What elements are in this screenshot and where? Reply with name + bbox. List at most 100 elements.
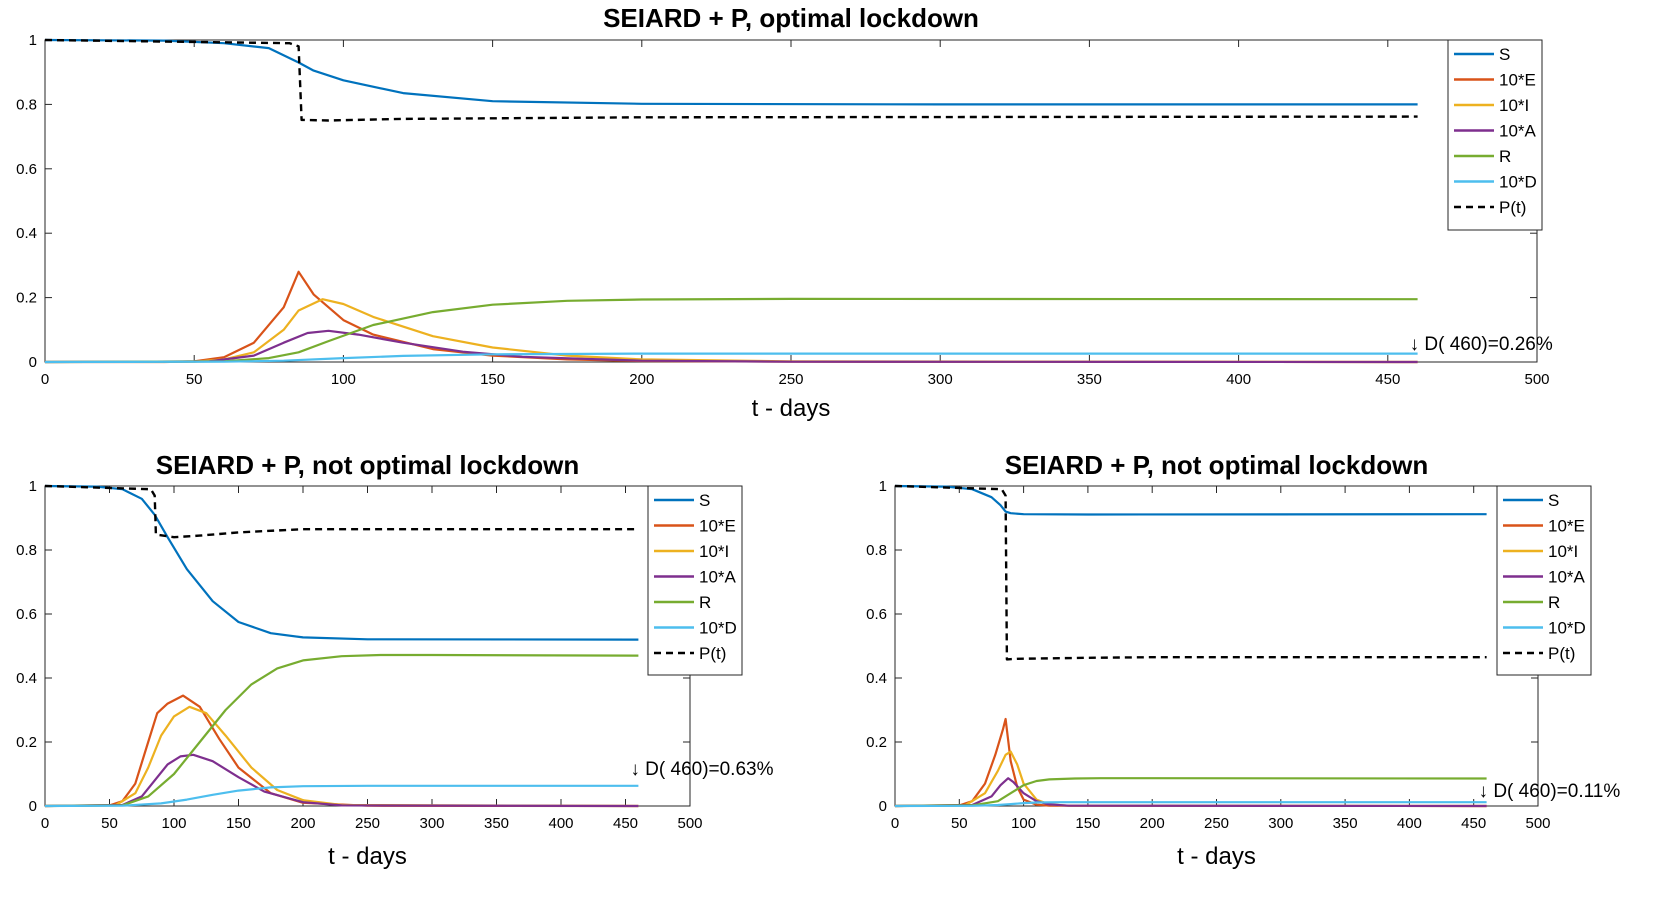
death-annotation: ↓ D( 460)=0.11% <box>1479 781 1621 802</box>
series-line-r <box>44 653 639 808</box>
x-tick-label: 200 <box>1140 815 1165 832</box>
y-tick-label: 0.2 <box>16 290 37 307</box>
x-tick-label: 400 <box>548 815 573 832</box>
y-tick-label: 0.4 <box>866 670 887 687</box>
series-line-r <box>894 777 1487 808</box>
legend-label: 10*D <box>1548 619 1586 638</box>
x-tick-label: 150 <box>480 371 505 388</box>
legend-label: 10*E <box>699 517 736 536</box>
y-tick-label: 0.8 <box>866 542 887 559</box>
x-tick-label: 450 <box>613 815 638 832</box>
series-line-pt <box>44 38 1418 122</box>
series-line-10a <box>44 329 1418 364</box>
x-tick-label: 350 <box>1333 815 1358 832</box>
series-line-10a <box>44 753 639 808</box>
x-tick-label: 450 <box>1461 815 1486 832</box>
legend-label: R <box>699 593 711 612</box>
series-line-10d <box>894 801 1487 808</box>
y-tick-label: 0.4 <box>16 225 37 242</box>
y-tick-label: 0.2 <box>866 734 887 751</box>
x-tick-label: 50 <box>186 371 203 388</box>
y-tick-label: 0 <box>29 798 37 815</box>
y-tick-label: 1 <box>879 478 887 495</box>
legend-label: S <box>1548 491 1559 510</box>
y-tick-label: 1 <box>29 478 37 495</box>
legend-label: 10*A <box>1499 122 1537 141</box>
x-tick-label: 450 <box>1375 371 1400 388</box>
x-tick-label: 500 <box>1525 815 1550 832</box>
legend-label: P(t) <box>1499 198 1526 217</box>
x-tick-label: 100 <box>331 371 356 388</box>
legend-label: R <box>1548 593 1560 612</box>
x-tick-label: 200 <box>290 815 315 832</box>
series-line-10i <box>44 705 639 808</box>
chart-1: 0 50 100 150 200 250 300 350 400 450 500 0 0.2 0.4 0.6… <box>16 3 1553 422</box>
y-tick-label: 0.8 <box>16 96 37 113</box>
x-tick-label: 150 <box>1075 815 1100 832</box>
plot-area <box>44 39 1538 363</box>
legend-label: 10*I <box>699 542 729 561</box>
legend-label: S <box>699 491 710 510</box>
death-annotation: ↓ D( 460)=0.63% <box>630 759 773 780</box>
x-axis-label: t - days <box>1177 843 1256 870</box>
legend: S 10*E 10*I 10*A R 10*D P(t) <box>1496 485 1592 676</box>
y-tick-label: 0.2 <box>16 734 37 751</box>
plot-area <box>894 485 1539 807</box>
x-tick-label: 250 <box>778 371 803 388</box>
y-tick-label: 0 <box>29 354 37 371</box>
x-tick-label: 250 <box>1204 815 1229 832</box>
x-tick-label: 400 <box>1226 371 1251 388</box>
x-tick-label: 0 <box>41 815 49 832</box>
x-tick-label: 50 <box>101 815 118 832</box>
legend-label: 10*D <box>699 619 737 638</box>
x-tick-label: 300 <box>1268 815 1293 832</box>
death-annotation: ↓ D( 460)=0.26% <box>1410 334 1553 355</box>
series-line-10d <box>44 784 639 808</box>
chart-2: 0 50 100 150 200 250 300 350 400 450 500 0 0.2 0.4 0.6… <box>16 450 773 870</box>
x-tick-label: 350 <box>484 815 509 832</box>
legend-label: 10*A <box>699 568 737 587</box>
x-tick-label: 500 <box>677 815 702 832</box>
y-tick-label: 1 <box>29 32 37 49</box>
plot-area <box>44 485 691 807</box>
legend-label: 10*E <box>1499 71 1536 90</box>
series-line-10a <box>894 777 1487 808</box>
legend: S 10*E 10*I 10*A R 10*D P(t) <box>1447 39 1543 231</box>
y-tick-label: 0.6 <box>16 606 37 623</box>
x-tick-label: 100 <box>1011 815 1036 832</box>
legend-label: P(t) <box>1548 644 1575 663</box>
x-tick-label: 300 <box>419 815 444 832</box>
chart-title: SEIARD + P, not optimal lockdown <box>1005 450 1429 480</box>
chart-title: SEIARD + P, not optimal lockdown <box>156 450 580 480</box>
x-tick-label: 400 <box>1397 815 1422 832</box>
legend: S 10*E 10*I 10*A R 10*D P(t) <box>647 485 743 676</box>
legend-label: S <box>1499 45 1510 64</box>
x-tick-label: 500 <box>1524 371 1549 388</box>
x-tick-label: 100 <box>161 815 186 832</box>
y-tick-label: 0 <box>879 798 887 815</box>
x-tick-label: 50 <box>951 815 968 832</box>
x-tick-label: 200 <box>629 371 654 388</box>
y-tick-label: 0.6 <box>866 606 887 623</box>
legend-label: 10*I <box>1499 96 1529 115</box>
y-tick-label: 0.4 <box>16 670 37 687</box>
legend-label: 10*D <box>1499 173 1537 192</box>
x-tick-label: 0 <box>41 371 49 388</box>
y-tick-label: 0.6 <box>16 161 37 178</box>
x-axis-label: t - days <box>752 395 831 422</box>
series-line-pt <box>44 484 639 539</box>
series-line-r <box>44 297 1418 364</box>
x-tick-label: 300 <box>928 371 953 388</box>
series-line-pt <box>894 484 1487 661</box>
series-line-10d <box>44 352 1418 364</box>
legend-label: 10*A <box>1548 568 1586 587</box>
series-line-10i <box>44 298 1418 364</box>
legend-label: P(t) <box>699 644 726 663</box>
chart-3: 0 50 100 150 200 250 300 350 400 450 500 0 0.2 0.4 0.6… <box>866 450 1620 870</box>
x-tick-label: 150 <box>226 815 251 832</box>
chart-title: SEIARD + P, optimal lockdown <box>603 3 979 33</box>
x-tick-label: 250 <box>355 815 380 832</box>
x-tick-label: 0 <box>891 815 899 832</box>
legend-label: 10*I <box>1548 542 1578 561</box>
